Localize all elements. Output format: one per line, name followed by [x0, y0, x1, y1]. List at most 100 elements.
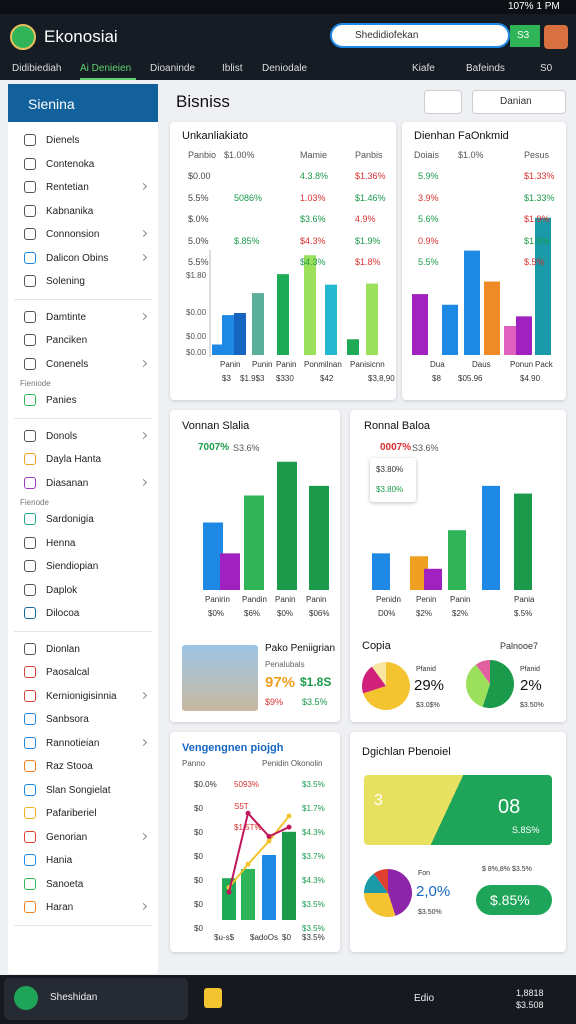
sidebar-item[interactable]: Conenels — [46, 358, 89, 370]
sidebar-item[interactable]: Haran — [46, 902, 74, 913]
nav-tab[interactable]: Didibiediah — [12, 63, 62, 74]
nav-tab[interactable]: Ai Denieien — [80, 63, 132, 74]
promo-title: Pako Peniigrian — [265, 643, 336, 654]
sidebar-item[interactable]: Connonsion — [46, 229, 100, 240]
nav-link[interactable]: Bafeinds — [466, 63, 505, 74]
bar — [309, 485, 329, 590]
bar — [222, 878, 236, 920]
column-header: $1.00% — [224, 150, 255, 160]
bar — [212, 344, 224, 355]
x-value: $330 — [276, 374, 294, 383]
filter-text: Danian — [500, 96, 532, 107]
table-cell: 4.3.8% — [300, 171, 329, 181]
sidebar-item[interactable]: Raz Stooa — [46, 761, 93, 772]
sidebar-item[interactable]: Dayla Hanta — [46, 454, 102, 465]
table-cell: $3.6% — [300, 214, 326, 224]
sidebar-item[interactable]: Slan Songielat — [46, 784, 111, 796]
tooltip-text: $3.80% — [376, 465, 404, 474]
sidebar-item[interactable]: Sanoeta — [46, 878, 84, 890]
sidebar-caption: Fieniode — [20, 379, 51, 388]
nav-tab[interactable]: Deniodale — [262, 63, 308, 74]
table-cell: $3.5% — [302, 900, 325, 909]
item-icon — [24, 357, 36, 370]
bar — [252, 293, 264, 355]
stat-sub: S3.6% — [412, 443, 439, 453]
hero-value: 08 — [498, 796, 521, 818]
sidebar-header — [8, 84, 158, 122]
search-button[interactable] — [424, 90, 462, 114]
x-value: D0% — [378, 609, 396, 618]
table-cell: $.5% — [524, 257, 545, 267]
hero-sub: S.8S% — [512, 825, 540, 835]
item-icon — [24, 642, 36, 655]
sidebar-item[interactable]: Panciken — [46, 335, 88, 346]
sidebar-item[interactable]: Donols — [46, 430, 78, 442]
sidebar-item[interactable]: Pafariberiel — [46, 808, 97, 819]
sidebar-item[interactable]: Sardonigia — [46, 514, 94, 525]
item-icon — [24, 157, 36, 170]
x-value: $42 — [320, 374, 334, 383]
table-cell: $.85% — [234, 235, 260, 246]
app-title: Ekonosiai — [44, 27, 118, 46]
sidebar-item[interactable]: Rannotieian — [46, 737, 100, 749]
nav-tab[interactable]: Dioaninde — [150, 63, 196, 74]
sidebar-item[interactable]: Hania — [46, 855, 73, 866]
bar — [516, 316, 532, 355]
action-button[interactable] — [476, 885, 552, 915]
x-value: $0% — [208, 609, 225, 618]
sidebar-item[interactable]: Genorian — [46, 831, 88, 843]
sidebar-item[interactable]: Sanbsora — [46, 714, 89, 725]
divider — [14, 298, 152, 300]
sidebar-item[interactable]: Siendiopian — [46, 561, 99, 572]
nav-link[interactable]: S0 — [540, 63, 553, 74]
nav-tab[interactable]: Iblist — [222, 63, 243, 74]
sidebar-item[interactable]: Solening — [46, 276, 85, 287]
sidebar-item[interactable]: Henna — [46, 537, 76, 549]
bar — [347, 339, 359, 355]
item-icon — [24, 607, 36, 619]
x-value: $8 — [432, 374, 441, 383]
app-icon — [14, 986, 38, 1010]
dock-label[interactable]: Edio — [414, 993, 435, 1004]
sidebar-item[interactable]: Dalicon Obins — [46, 252, 109, 264]
x-label: Panin — [276, 360, 297, 369]
item-icon — [24, 513, 36, 525]
line-point — [266, 833, 272, 839]
bar — [244, 495, 264, 590]
pie-foot: $3.50% — [418, 909, 442, 916]
bar — [372, 553, 390, 590]
x-value: $0 — [282, 933, 291, 942]
sidebar-item[interactable]: Dionlan — [46, 643, 80, 655]
promo-value: 97% — [265, 674, 296, 691]
axis-label: $0 — [194, 804, 203, 813]
search-box[interactable] — [330, 23, 510, 48]
dropdown[interactable]: Palnooe7 — [500, 641, 539, 651]
dock-icon[interactable] — [204, 988, 222, 1008]
sidebar-item[interactable]: Daplok — [46, 584, 78, 596]
table-cell: 5.9% — [418, 171, 439, 181]
pie-slice — [373, 869, 388, 893]
sidebar-item[interactable]: Kabnanika — [46, 205, 94, 217]
filter-button[interactable] — [472, 90, 566, 114]
item-icon — [24, 275, 36, 287]
stat: 7007% — [198, 442, 230, 453]
item-icon — [24, 783, 36, 796]
sidebar-item[interactable]: Paosalcal — [46, 667, 90, 678]
sidebar-item[interactable]: Dienels — [46, 135, 80, 146]
sidebar-item[interactable]: Damtinte — [46, 311, 87, 323]
sidebar-item[interactable]: Dilocoa — [46, 608, 80, 619]
sidebar-item[interactable]: Contenoka — [46, 158, 95, 170]
sidebar-item[interactable]: Diasanan — [46, 477, 89, 489]
x-value: $u-s$ — [214, 933, 235, 942]
sidebar-item[interactable]: Rentetian — [46, 182, 89, 193]
bar — [535, 217, 551, 355]
table-cell: 5.5% — [418, 257, 439, 267]
nav-link[interactable]: Kiafe — [412, 63, 435, 74]
sidebar-item[interactable]: Kernionigisinnia — [46, 690, 117, 702]
item-icon — [24, 583, 36, 596]
x-label: Panirin — [205, 595, 230, 604]
sidebar-item[interactable]: Panies — [46, 395, 77, 406]
search-button[interactable] — [510, 25, 540, 47]
app-name[interactable]: Sheshidan — [50, 992, 98, 1003]
